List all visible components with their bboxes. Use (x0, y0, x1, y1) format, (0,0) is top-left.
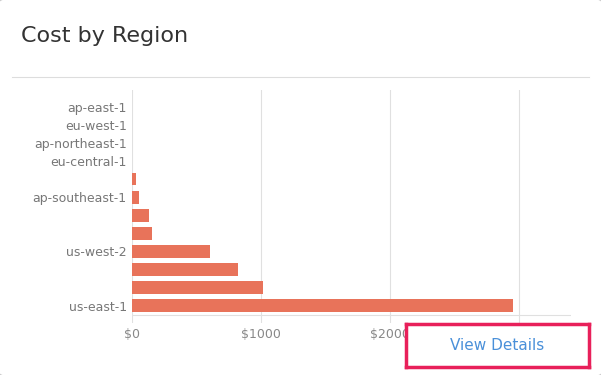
Bar (132, 263, 238, 276)
Bar (132, 227, 152, 240)
Bar (132, 299, 513, 312)
Bar (132, 245, 210, 258)
Text: View Details: View Details (450, 338, 545, 352)
Bar (132, 191, 139, 204)
Text: Cost by Region: Cost by Region (21, 26, 188, 46)
Bar (132, 281, 263, 294)
Bar (132, 173, 136, 186)
Bar (132, 209, 149, 222)
